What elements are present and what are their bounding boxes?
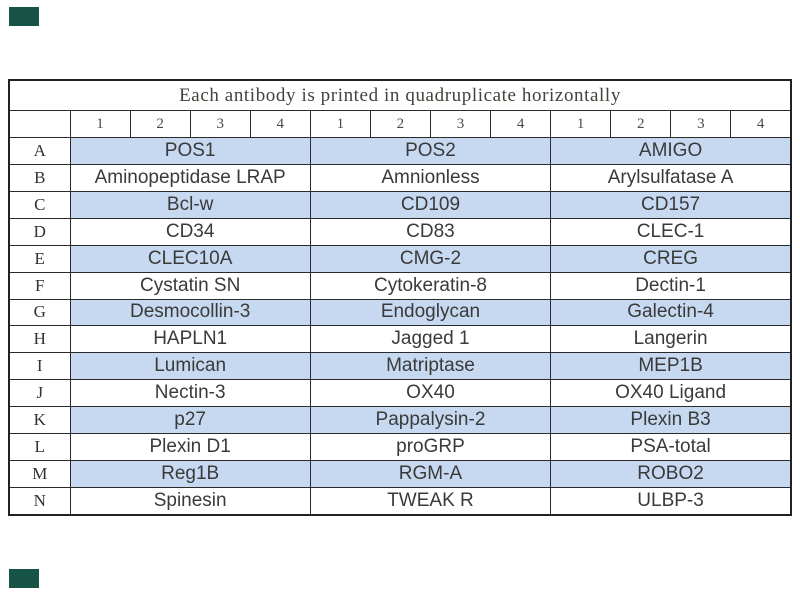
antibody-cell: Plexin D1	[69, 433, 311, 462]
row-letter: E	[8, 244, 71, 273]
row-letter: J	[8, 379, 71, 408]
table-row: F Cystatin SN Cytokeratin-8 Dectin-1	[8, 271, 792, 300]
antibody-cell: CREG	[550, 244, 792, 273]
antibody-cell: Bcl-w	[69, 190, 311, 219]
antibody-cell: AMIGO	[550, 137, 792, 165]
antibody-cell: OX40 Ligand	[550, 379, 792, 408]
row-letter: L	[8, 433, 71, 462]
antibody-cell: Reg1B	[69, 460, 311, 488]
table-row: C Bcl-w CD109 CD157	[8, 190, 792, 219]
row-letter: F	[8, 271, 71, 300]
table-row: N Spinesin TWEAK R ULBP-3	[8, 486, 792, 516]
row-letter: A	[8, 137, 71, 165]
antibody-cell: Galectin-4	[550, 298, 792, 327]
antibody-cell: CLEC10A	[69, 244, 311, 273]
row-letter: I	[8, 352, 71, 381]
row-letter: D	[8, 217, 71, 246]
antibody-cell: p27	[69, 406, 311, 435]
table-row: B Aminopeptidase LRAP Amnionless Arylsul…	[8, 163, 792, 192]
corner-mark-bottom-left	[9, 569, 39, 588]
table-row: H HAPLN1 Jagged 1 Langerin	[8, 325, 792, 354]
antibody-cell: CD157	[550, 190, 792, 219]
column-number: 2	[369, 110, 431, 138]
antibody-cell: PSA-total	[550, 433, 792, 462]
antibody-cell: MEP1B	[550, 352, 792, 381]
column-number: 4	[249, 110, 311, 138]
antibody-cell: CMG-2	[309, 244, 552, 273]
antibody-cell: CD83	[309, 217, 552, 246]
table-row: L Plexin D1 proGRP PSA-total	[8, 433, 792, 462]
column-number: 1	[550, 110, 612, 138]
row-letter: B	[8, 163, 71, 192]
column-numbers-row: 1 2 3 4 1 2 3 4 1 2 3 4	[8, 110, 792, 138]
antibody-cell: Langerin	[550, 325, 792, 354]
row-letter: H	[8, 325, 71, 354]
column-number: 4	[730, 110, 792, 138]
antibody-cell: Jagged 1	[309, 325, 552, 354]
column-number: 1	[309, 110, 371, 138]
antibody-cell: Spinesin	[69, 486, 311, 516]
antibody-cell: CLEC-1	[550, 217, 792, 246]
column-number: 4	[490, 110, 552, 138]
column-number: 1	[69, 110, 131, 138]
table-row: G Desmocollin-3 Endoglycan Galectin-4	[8, 298, 792, 327]
antibody-cell: Lumican	[69, 352, 311, 381]
antibody-cell: ROBO2	[550, 460, 792, 488]
antibody-cell: ULBP-3	[550, 486, 792, 516]
table-row: E CLEC10A CMG-2 CREG	[8, 244, 792, 273]
row-letter: N	[8, 486, 71, 516]
antibody-cell: TWEAK R	[309, 486, 552, 516]
antibody-cell: Plexin B3	[550, 406, 792, 435]
antibody-cell: HAPLN1	[69, 325, 311, 354]
column-number: 2	[610, 110, 672, 138]
column-number: 3	[429, 110, 492, 138]
antibody-cell: Dectin-1	[550, 271, 792, 300]
table-title-row: Each antibody is printed in quadruplicat…	[8, 79, 792, 111]
antibody-cell: Matriptase	[309, 352, 552, 381]
corner-mark-top-left	[9, 7, 39, 26]
table-row: M Reg1B RGM-A ROBO2	[8, 460, 792, 488]
antibody-cell: CD109	[309, 190, 552, 219]
row-letter: K	[8, 406, 71, 435]
antibody-cell: Cytokeratin-8	[309, 271, 552, 300]
antibody-cell: Desmocollin-3	[69, 298, 311, 327]
antibody-cell: RGM-A	[309, 460, 552, 488]
column-number: 2	[129, 110, 191, 138]
table-title: Each antibody is printed in quadruplicat…	[8, 79, 792, 111]
table-row: A POS1 POS2 AMIGO	[8, 137, 792, 165]
table-row: D CD34 CD83 CLEC-1	[8, 217, 792, 246]
antibody-cell: Endoglycan	[309, 298, 552, 327]
antibody-cell: Amnionless	[309, 163, 552, 192]
column-number: 3	[189, 110, 251, 138]
antibody-cell: POS1	[69, 137, 311, 165]
table-row: I Lumican Matriptase MEP1B	[8, 352, 792, 381]
antibody-cell: POS2	[309, 137, 552, 165]
table-row: K p27 Pappalysin-2 Plexin B3	[8, 406, 792, 435]
antibody-cell: Arylsulfatase A	[550, 163, 792, 192]
corner-empty-cell	[8, 110, 71, 138]
row-letter: M	[8, 460, 71, 488]
row-letter: G	[8, 298, 71, 327]
antibody-cell: Pappalysin-2	[309, 406, 552, 435]
table-row: J Nectin-3 OX40 OX40 Ligand	[8, 379, 792, 408]
row-letter: C	[8, 190, 71, 219]
antibody-cell: CD34	[69, 217, 311, 246]
antibody-cell: Aminopeptidase LRAP	[69, 163, 311, 192]
antibody-plate-table: Each antibody is printed in quadruplicat…	[8, 79, 792, 516]
antibody-cell: OX40	[309, 379, 552, 408]
antibody-cell: Nectin-3	[69, 379, 311, 408]
column-number: 3	[670, 110, 732, 138]
antibody-cell: proGRP	[309, 433, 552, 462]
antibody-cell: Cystatin SN	[69, 271, 311, 300]
